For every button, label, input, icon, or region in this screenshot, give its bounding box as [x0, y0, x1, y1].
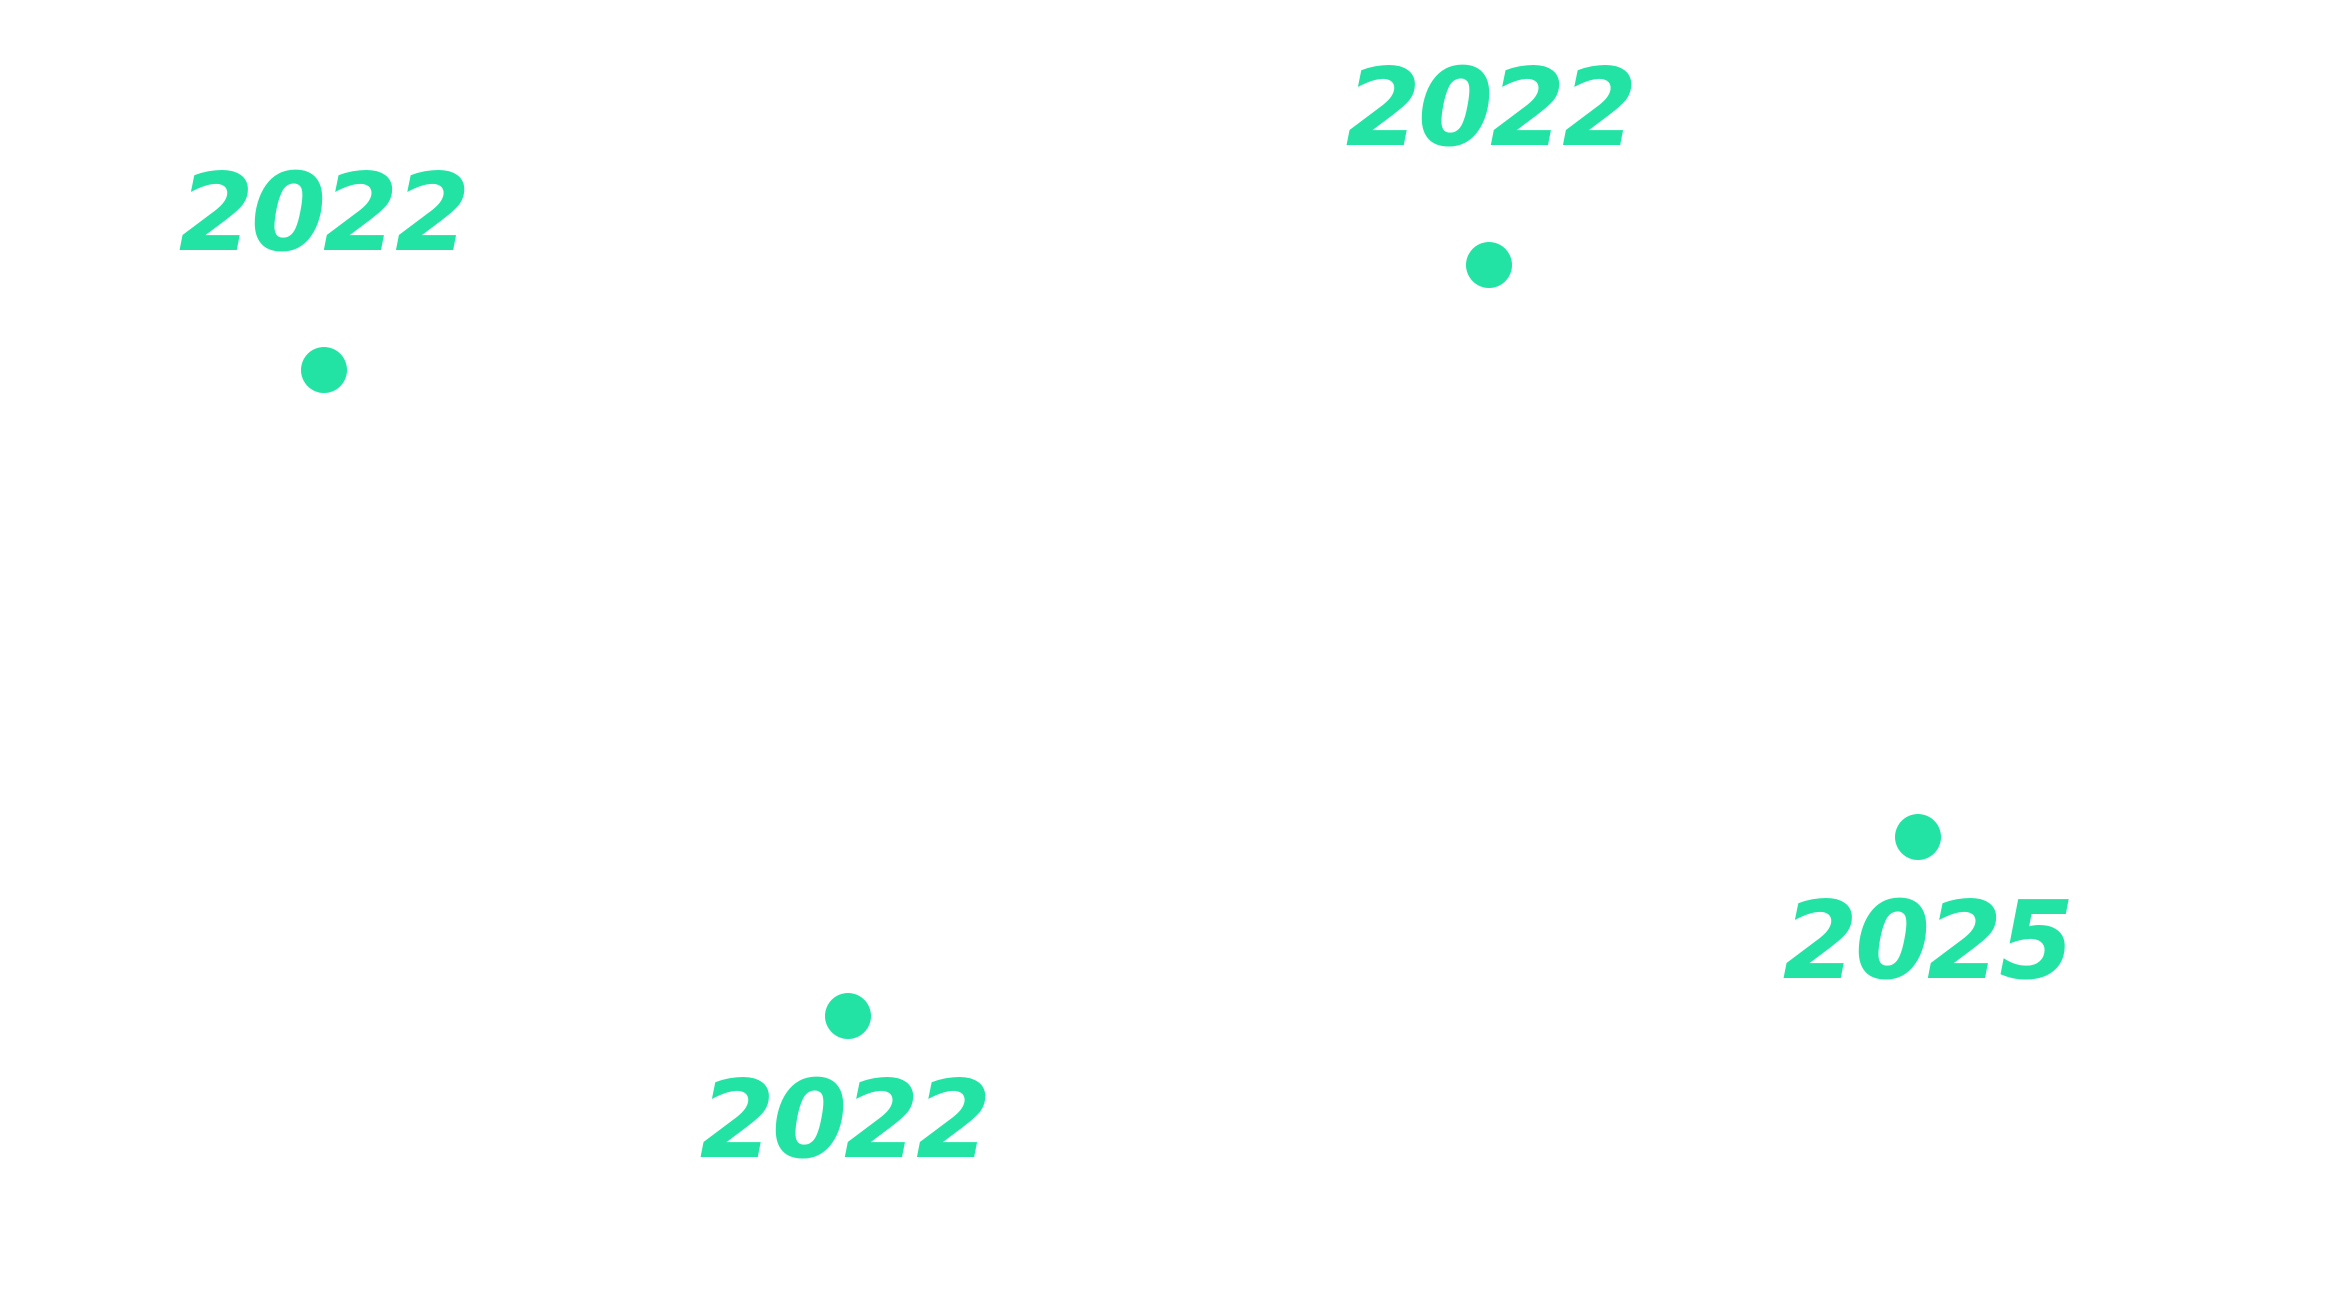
- marker-4-dot: [825, 993, 871, 1039]
- marker-1-year-label: 2022: [178, 151, 471, 276]
- marker-1-dot: [301, 347, 347, 393]
- marker-2-dot: [1466, 242, 1512, 288]
- marker-3-dot: [1895, 814, 1941, 860]
- marker-4-year-label: 2022: [699, 1058, 992, 1183]
- marker-2-year-label: 2022: [1345, 46, 1638, 171]
- marker-3-year-label: 2025: [1782, 879, 2075, 1004]
